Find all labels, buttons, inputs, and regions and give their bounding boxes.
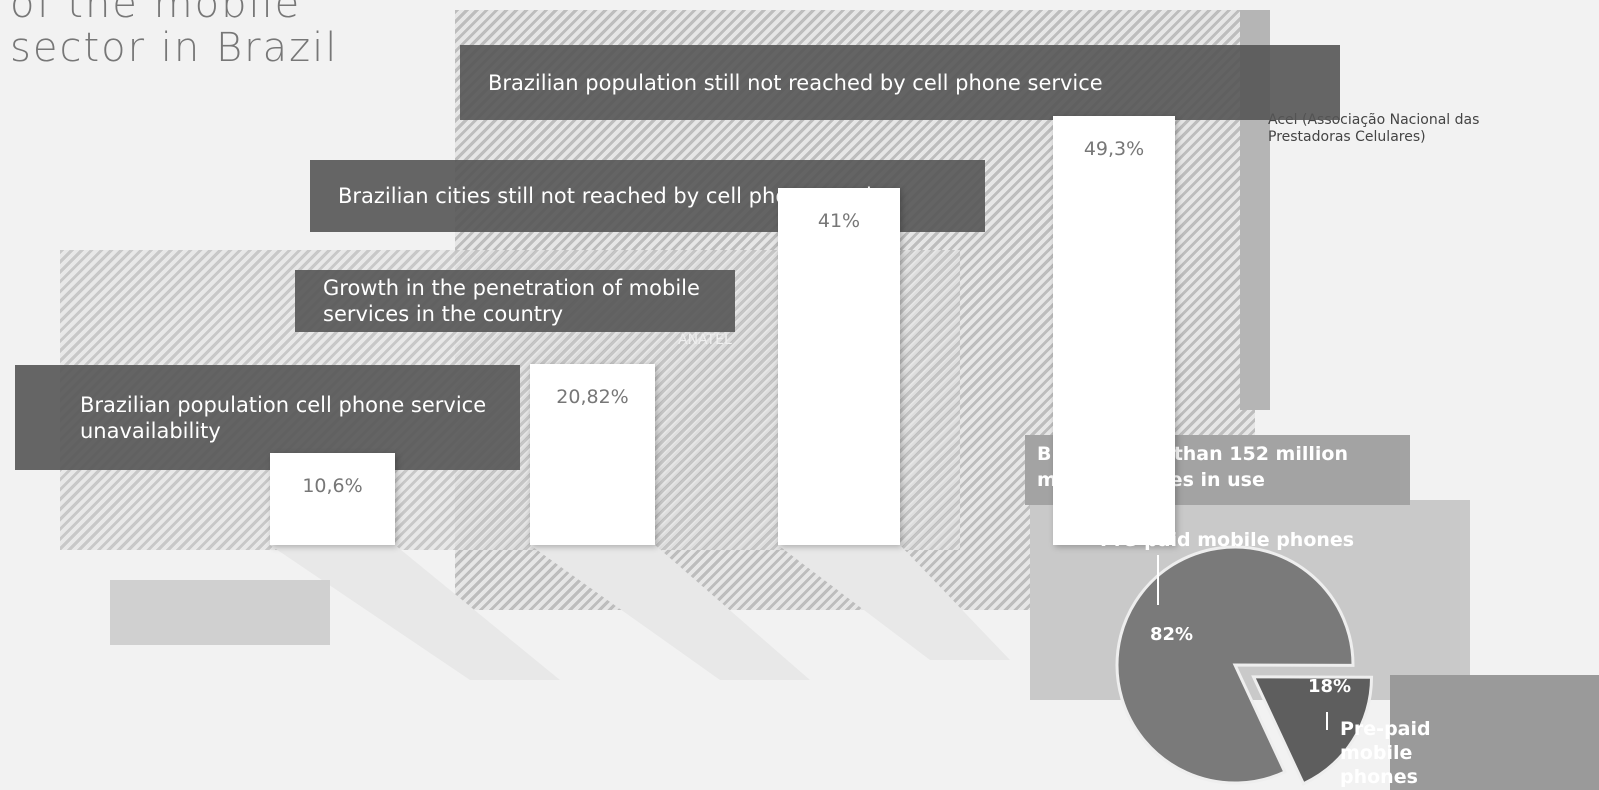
value-label: 82%	[1150, 624, 1193, 645]
decoration	[1390, 675, 1599, 790]
category-label: Brazilian population cell phone service …	[80, 392, 487, 443]
pie-slice	[1115, 545, 1355, 785]
value-label: 49,3%	[1083, 138, 1145, 161]
floor-path	[530, 545, 810, 680]
value-label: 10,6%	[302, 474, 363, 497]
category-banner: Brazilian population cell phone service …	[15, 365, 520, 470]
title-line: of the mobile	[10, 0, 302, 27]
bar	[1053, 116, 1175, 545]
floor-path	[778, 545, 1010, 660]
bar	[270, 452, 395, 545]
value-label: 41%	[817, 210, 861, 233]
bar	[778, 188, 900, 545]
category-banner: Brazilian population still not reached b…	[460, 45, 1340, 120]
category-label: Brazilian population still not reached b…	[488, 70, 1103, 95]
bar	[530, 363, 655, 545]
category-banner: Growth in the penetration of mobile serv…	[295, 270, 735, 332]
pie-slice	[1251, 675, 1374, 786]
source: ANATEL	[678, 332, 732, 348]
category-label: Pre-paid mobile phones	[1100, 529, 1355, 551]
category-label: Growth in the penetration of mobile serv…	[323, 276, 700, 326]
value-label: 20,82%	[556, 385, 629, 408]
category-label: Pre-paid mobile phones	[1340, 718, 1431, 788]
title-line: sector in Brazil	[10, 25, 339, 71]
decoration	[110, 580, 330, 645]
value-label: 18%	[1308, 676, 1351, 697]
floor-path	[270, 545, 560, 680]
